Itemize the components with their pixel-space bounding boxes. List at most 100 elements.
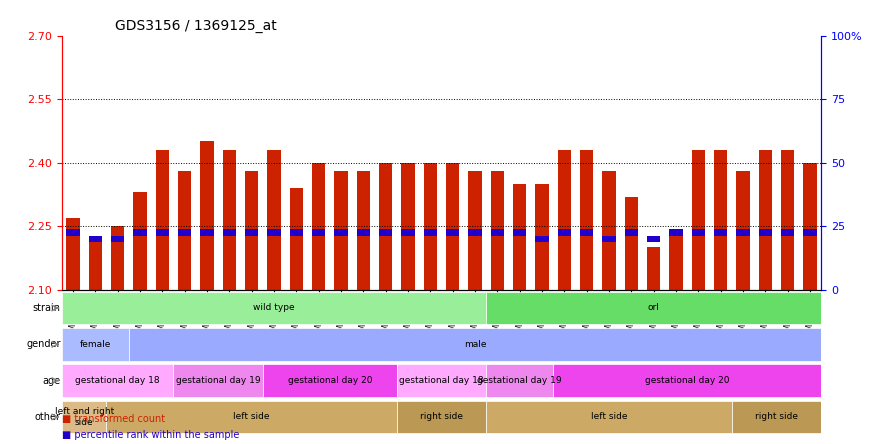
Bar	[200, 142, 214, 290]
FancyBboxPatch shape	[107, 400, 396, 433]
Bar	[781, 229, 795, 236]
Bar	[379, 229, 392, 236]
Bar	[379, 163, 392, 290]
Text: GDS3156 / 1369125_at: GDS3156 / 1369125_at	[115, 19, 276, 33]
Bar	[669, 229, 683, 236]
Bar	[580, 150, 593, 290]
Text: left and right
side: left and right side	[55, 407, 114, 427]
Bar	[357, 229, 370, 236]
Bar	[647, 236, 660, 242]
FancyBboxPatch shape	[62, 400, 107, 433]
Bar	[491, 229, 504, 236]
Bar	[268, 150, 281, 290]
Text: gestational day 19: gestational day 19	[478, 376, 562, 385]
Bar	[335, 229, 348, 236]
Bar	[424, 229, 437, 236]
Bar	[133, 192, 147, 290]
FancyBboxPatch shape	[732, 400, 821, 433]
Bar	[290, 188, 303, 290]
Bar	[624, 197, 638, 290]
Bar	[781, 150, 795, 290]
Bar	[513, 184, 526, 290]
Text: left side: left side	[591, 412, 627, 421]
Bar	[491, 171, 504, 290]
Bar	[602, 236, 615, 242]
Text: gestational day 20: gestational day 20	[645, 376, 729, 385]
Bar	[804, 163, 817, 290]
FancyBboxPatch shape	[129, 328, 821, 361]
Bar	[758, 229, 772, 236]
Bar	[758, 150, 772, 290]
Bar	[133, 229, 147, 236]
Bar	[714, 229, 728, 236]
Bar	[468, 171, 482, 290]
FancyBboxPatch shape	[263, 364, 396, 397]
Bar	[66, 218, 79, 290]
FancyBboxPatch shape	[396, 400, 487, 433]
Bar	[357, 171, 370, 290]
Bar	[691, 150, 705, 290]
Bar	[535, 184, 548, 290]
Text: gestational day 18: gestational day 18	[75, 376, 160, 385]
FancyBboxPatch shape	[487, 364, 553, 397]
Bar	[647, 247, 660, 290]
Bar	[335, 171, 348, 290]
Bar	[88, 236, 102, 242]
Bar	[424, 163, 437, 290]
Bar	[223, 150, 236, 290]
Text: gestational day 20: gestational day 20	[288, 376, 372, 385]
Bar	[200, 229, 214, 236]
Bar	[66, 229, 79, 236]
Bar	[736, 171, 750, 290]
Bar	[624, 229, 638, 236]
Bar	[736, 229, 750, 236]
Bar	[468, 229, 482, 236]
Bar	[714, 150, 728, 290]
FancyBboxPatch shape	[396, 364, 487, 397]
Bar	[245, 229, 259, 236]
Bar	[111, 236, 125, 242]
Bar	[669, 230, 683, 290]
Text: male: male	[464, 340, 487, 349]
FancyBboxPatch shape	[62, 364, 173, 397]
Bar	[804, 229, 817, 236]
Bar	[223, 229, 236, 236]
FancyBboxPatch shape	[62, 328, 129, 361]
FancyBboxPatch shape	[553, 364, 821, 397]
Text: gestational day 19: gestational day 19	[176, 376, 260, 385]
FancyBboxPatch shape	[487, 292, 821, 324]
Bar	[111, 226, 125, 290]
Text: right side: right side	[755, 412, 798, 421]
Text: orl: orl	[648, 304, 660, 313]
FancyBboxPatch shape	[173, 364, 263, 397]
Bar	[535, 236, 548, 242]
Bar	[446, 163, 459, 290]
Bar	[401, 229, 415, 236]
Text: other: other	[34, 412, 61, 422]
Bar	[290, 229, 303, 236]
Bar	[155, 229, 169, 236]
Bar	[691, 229, 705, 236]
Bar	[178, 229, 192, 236]
Text: ■ transformed count: ■ transformed count	[62, 414, 165, 424]
Text: age: age	[42, 376, 61, 386]
FancyBboxPatch shape	[487, 400, 732, 433]
Bar	[446, 229, 459, 236]
Bar	[155, 150, 169, 290]
Text: gestational day 18: gestational day 18	[399, 376, 484, 385]
Text: strain: strain	[33, 303, 61, 313]
Text: right side: right side	[420, 412, 463, 421]
Bar	[513, 229, 526, 236]
Bar	[401, 163, 415, 290]
Text: ■ percentile rank within the sample: ■ percentile rank within the sample	[62, 429, 239, 440]
Text: left side: left side	[233, 412, 270, 421]
Bar	[268, 229, 281, 236]
FancyBboxPatch shape	[62, 292, 487, 324]
Text: female: female	[79, 340, 111, 349]
Bar	[558, 150, 571, 290]
Bar	[178, 171, 192, 290]
Bar	[558, 229, 571, 236]
Bar	[245, 171, 259, 290]
Bar	[602, 171, 615, 290]
Bar	[580, 229, 593, 236]
